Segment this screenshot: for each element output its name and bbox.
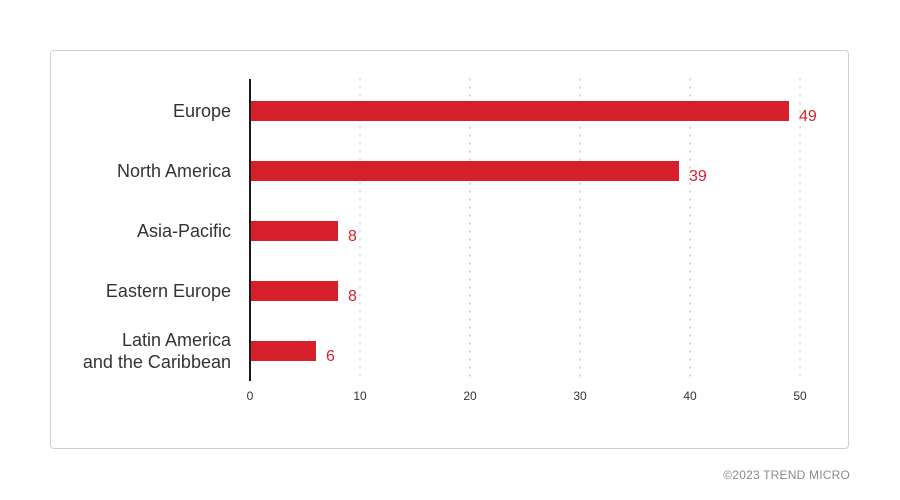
x-tick-label-10: 10 <box>353 389 367 403</box>
category-label-2: Asia-Pacific <box>137 221 231 241</box>
bar-3 <box>250 281 338 301</box>
value-label-1: 39 <box>689 168 707 185</box>
bar-chart: Europe North America Asia-Pacific Eastern E… <box>83 78 817 403</box>
value-label-2: 8 <box>348 228 357 245</box>
x-tick-label-0: 0 <box>247 389 254 403</box>
value-label-3: 8 <box>348 288 357 305</box>
chart-card: Europe North America Asia-Pacific Eastern E… <box>50 50 849 449</box>
x-tick-label-20: 20 <box>463 389 477 403</box>
category-label-3: Eastern Europe <box>106 281 231 301</box>
x-tick-label-40: 40 <box>683 389 697 403</box>
category-label-4: Latin America and the Caribbean <box>83 330 232 372</box>
category-label-1: North America <box>117 161 232 181</box>
value-label-4: 6 <box>326 348 335 365</box>
x-tick-label-30: 30 <box>573 389 587 403</box>
category-label-0: Europe <box>173 101 231 121</box>
value-label-0: 49 <box>799 108 817 125</box>
x-tick-label-50: 50 <box>793 389 807 403</box>
bar-4 <box>250 341 316 361</box>
bar-2 <box>250 221 338 241</box>
bar-0 <box>250 101 789 121</box>
bar-1 <box>250 161 679 181</box>
copyright-footer: ©2023 TREND MICRO <box>723 468 850 482</box>
